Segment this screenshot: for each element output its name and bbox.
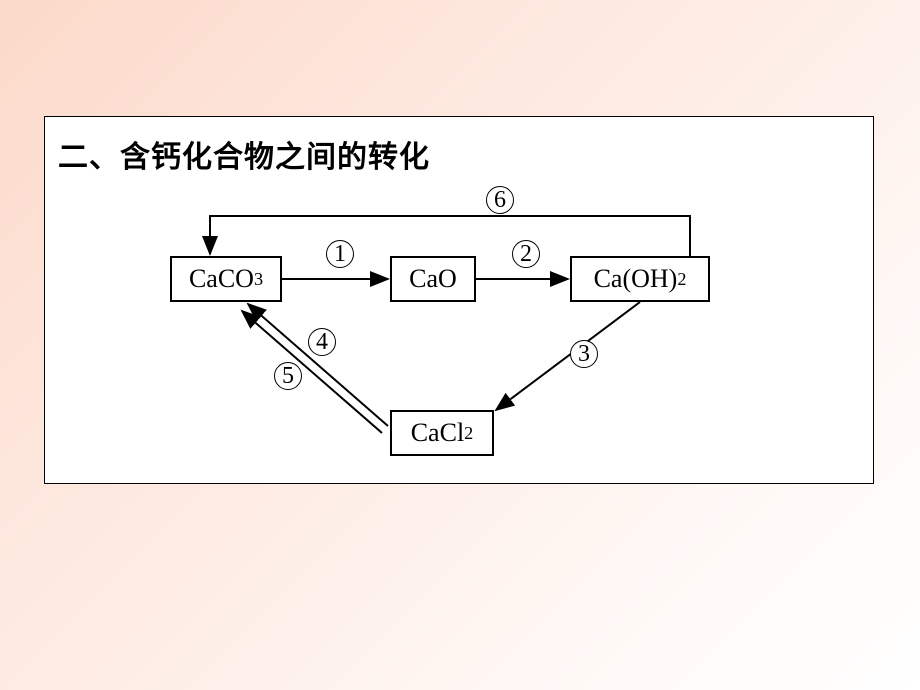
edge-path-e3 <box>496 302 640 410</box>
edge-path-e4 <box>248 304 388 426</box>
edge-label-e2: 2 <box>512 240 540 268</box>
edge-path-e5 <box>242 311 382 433</box>
edge-label-e5: 5 <box>274 362 302 390</box>
edge-path-e6 <box>210 216 690 256</box>
edge-label-e1: 1 <box>326 240 354 268</box>
edge-label-e3: 3 <box>570 340 598 368</box>
edge-label-e6: 6 <box>486 186 514 214</box>
diagram-arrows <box>0 0 920 690</box>
edge-label-e4: 4 <box>308 328 336 356</box>
